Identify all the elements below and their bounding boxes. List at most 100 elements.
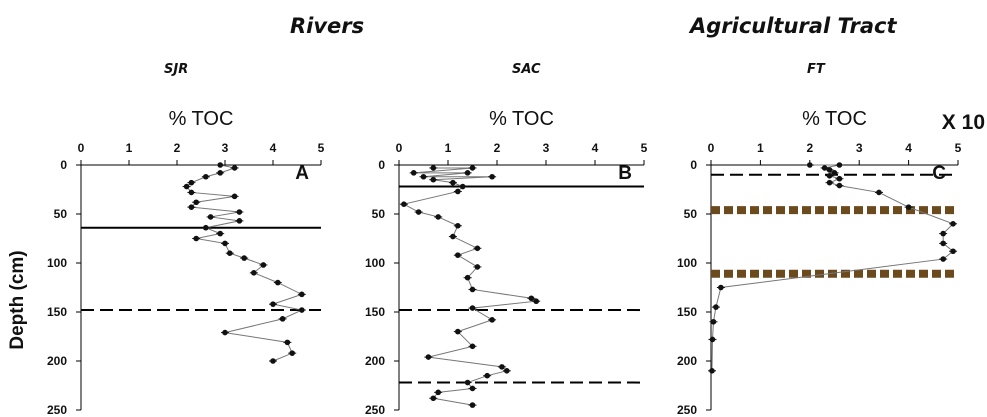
panel-sjr-x-tick-label: 1 (126, 141, 133, 155)
panel-sac-data-point (469, 286, 476, 293)
panel-sac-series-line (402, 167, 538, 406)
panel-ft-data-point (905, 204, 912, 210)
panel-ft-series-line (711, 164, 954, 371)
panel-ft-x-tick-label: 4 (905, 141, 912, 155)
panel-ft-data-point (709, 368, 715, 374)
panel-title-ft: FT (807, 62, 825, 77)
panel-sac-data-point (450, 233, 456, 240)
panel-sjr-y-tick-label: 0 (60, 158, 67, 172)
panel-sac-y-tick-label: 50 (372, 207, 386, 221)
panel-sjr-data-point (241, 255, 247, 261)
panel-sac-data-point (504, 368, 510, 374)
panel-sjr-data-point (284, 339, 291, 346)
panel-sac-data-point (533, 298, 539, 305)
panel-sac-data-point (415, 209, 422, 215)
panel-title-sjr: SJR (164, 62, 189, 77)
panel-sac-data-point (469, 305, 476, 311)
panel-sac-x-axis-label: % TOC (489, 108, 554, 130)
panel-ft-data-point (826, 179, 833, 186)
panel-ft-data-point (950, 221, 956, 227)
panel-ft-data-point (836, 175, 843, 182)
panel-ft-y-tick-label: 100 (677, 256, 697, 270)
panel-sjr-data-point (217, 170, 223, 176)
panel-sjr-data-point (279, 316, 286, 322)
panel-sac-x-tick-label: 0 (396, 141, 403, 155)
panel-ft-y-tick-label: 150 (677, 305, 697, 319)
panel-sjr-data-point (260, 262, 267, 268)
panel-sac-data-point (464, 274, 471, 281)
y-axis-label: Depth (cm) (7, 250, 28, 349)
panel-sac-x-tick-label: 3 (543, 141, 550, 155)
panel-sac-data-point (528, 295, 535, 302)
panel-sac-data-point (410, 170, 417, 176)
panel-sac-data-point (455, 328, 461, 335)
panel-sac-data-point (464, 170, 471, 176)
panel-sjr-x-tick-label: 3 (222, 141, 229, 155)
panel-sac-data-point (469, 385, 476, 392)
panel-sjr-data-point (270, 358, 276, 364)
panel-sjr-data-point (222, 240, 228, 247)
multiplier-note: X 10 (942, 111, 985, 134)
panel-ft-data-point (940, 256, 946, 262)
panel-sjr-data-point (183, 183, 190, 190)
panel-ft-y-tick-label: 50 (684, 207, 698, 221)
panel-sjr-data-point (227, 250, 233, 256)
panel-ft-data-point (826, 172, 833, 179)
panel-sjr-data-point (222, 329, 228, 336)
panel-ft-data-point (876, 189, 882, 196)
panel-sjr-data-point (188, 179, 195, 186)
panel-sac-y-tick-label: 200 (365, 354, 385, 368)
panel-sjr-data-point (188, 204, 195, 210)
panel-ft-x-tick-label: 1 (757, 141, 764, 155)
panel-ft-data-point (940, 240, 946, 247)
panel-sac-data-point (469, 165, 476, 171)
panel-sac-data-point (469, 343, 476, 350)
panel-ft-data-point (826, 167, 833, 173)
panel-ft-panel-letter: C (932, 163, 946, 184)
group-title-rivers: Rivers (290, 14, 365, 38)
panel-sjr-y-tick-label: 50 (54, 207, 68, 221)
panel-sac-x-tick-label: 5 (641, 141, 648, 155)
panel-ft-x-tick-label: 2 (806, 141, 813, 155)
panel-sac-y-tick-label: 100 (365, 256, 385, 270)
panel-ft-y-tick-label: 200 (677, 354, 697, 368)
panel-sac-y-tick-label: 250 (365, 403, 385, 417)
panel-sac-data-point (401, 201, 407, 207)
panel-ft-data-point (718, 284, 724, 291)
panel-sac-data-point (474, 264, 481, 270)
panel-ft-x-tick-label: 5 (955, 141, 962, 155)
panel-sjr-x-tick-label: 4 (270, 141, 277, 155)
panel-sac-data-point (464, 379, 471, 386)
panel-title-sac: SAC (512, 62, 541, 77)
panel-sjr-panel-letter: A (295, 163, 309, 184)
panel-sac-data-point (430, 176, 437, 183)
panel-sjr-x-tick-label: 0 (78, 141, 85, 155)
panel-sjr-data-point (193, 199, 199, 206)
panel-sjr-data-point (217, 230, 223, 237)
panel-sjr-data-point (203, 173, 209, 180)
panel-sjr-data-point (299, 291, 305, 298)
panel-sjr-data-point (236, 218, 243, 224)
panel-sac-data-point (425, 354, 432, 360)
panel-sjr-x-axis-label: % TOC (169, 108, 234, 130)
panel-ft-data-point (821, 165, 828, 171)
panel-sjr-x-tick-label: 2 (174, 141, 181, 155)
panel-sjr-y-tick-label: 150 (47, 305, 67, 319)
panel-sac-data-point (469, 402, 476, 408)
panel-sjr-data-point (231, 193, 238, 200)
panel-ft-data-point (836, 182, 843, 189)
panel-sjr-series-line (185, 164, 304, 362)
panel-sjr-data-point (231, 165, 238, 171)
panel-sjr-data-point (203, 224, 209, 231)
panel-sac-data-point (484, 372, 491, 379)
panel-sjr-data-point (193, 235, 199, 242)
panel-ft-data-point (807, 162, 813, 168)
panel-sac-data-point (489, 317, 495, 323)
panel-sac-data-point (420, 173, 427, 180)
panel-sac-data-point (489, 173, 495, 180)
panel-sac-data-point (430, 395, 437, 402)
panel-ft-data-point (713, 304, 719, 310)
panel-sjr-y-tick-label: 200 (47, 354, 67, 368)
panel-sjr-data-point (207, 214, 214, 220)
